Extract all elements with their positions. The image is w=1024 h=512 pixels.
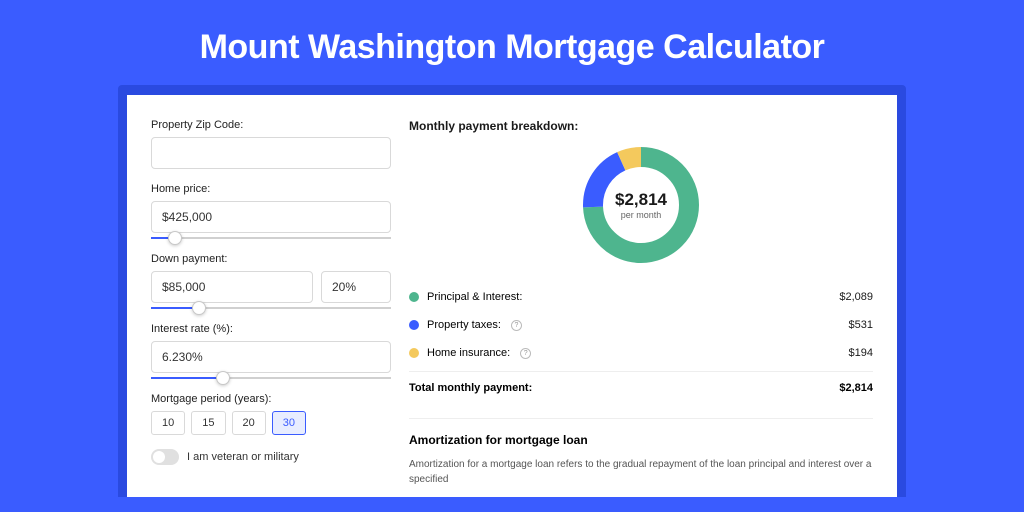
line-items: Principal & Interest: $2,089 Property taxe…: [409, 283, 873, 367]
down-payment-slider[interactable]: [151, 307, 391, 309]
page-title: Mount Washington Mortgage Calculator: [0, 28, 1024, 67]
line-item-label: Property taxes:: [427, 319, 501, 331]
interest-rate-slider[interactable]: [151, 377, 391, 379]
legend-dot: [409, 292, 419, 302]
breakdown-column: Monthly payment breakdown: $2,814 per mo…: [409, 119, 873, 487]
breakdown-title: Monthly payment breakdown:: [409, 119, 873, 133]
legend-dot: [409, 348, 419, 358]
home-price-slider[interactable]: [151, 237, 391, 239]
period-buttons: 1015 2030: [151, 411, 391, 435]
line-item-value: $531: [849, 319, 873, 331]
period-button-20[interactable]: 20: [232, 411, 266, 435]
donut-chart: $2,814 per month: [409, 145, 873, 265]
line-item-value: $194: [849, 347, 873, 359]
line-item-label: Home insurance:: [427, 347, 510, 359]
home-price-input[interactable]: [151, 201, 391, 233]
total-row: Total monthly payment: $2,814: [409, 371, 873, 404]
slider-thumb[interactable]: [216, 371, 230, 385]
veteran-label: I am veteran or military: [187, 451, 299, 463]
zip-field: Property Zip Code:: [151, 119, 391, 169]
line-item: Principal & Interest: $2,089: [409, 283, 873, 311]
mortgage-period-label: Mortgage period (years):: [151, 393, 391, 405]
card-shadow: Property Zip Code: Home price: Down paym…: [118, 85, 906, 497]
period-button-10[interactable]: 10: [151, 411, 185, 435]
zip-label: Property Zip Code:: [151, 119, 391, 131]
mortgage-period-field: Mortgage period (years): 1015 2030: [151, 393, 391, 435]
amortization-section: Amortization for mortgage loan Amortizat…: [409, 418, 873, 487]
down-payment-input[interactable]: [151, 271, 313, 303]
donut-amount: $2,814: [615, 190, 667, 210]
slider-thumb[interactable]: [168, 231, 182, 245]
hero: Mount Washington Mortgage Calculator: [0, 0, 1024, 85]
zip-input[interactable]: [151, 137, 391, 169]
period-button-15[interactable]: 15: [191, 411, 225, 435]
donut-center: $2,814 per month: [581, 145, 701, 265]
veteran-row: I am veteran or military: [151, 449, 391, 465]
interest-rate-field: Interest rate (%):: [151, 323, 391, 379]
line-item: Home insurance:? $194: [409, 339, 873, 367]
info-icon[interactable]: ?: [520, 348, 531, 359]
down-payment-pct-input[interactable]: [321, 271, 391, 303]
total-label: Total monthly payment:: [409, 382, 532, 394]
amortization-text: Amortization for a mortgage loan refers …: [409, 457, 873, 487]
down-payment-field: Down payment:: [151, 253, 391, 309]
home-price-label: Home price:: [151, 183, 391, 195]
home-price-field: Home price:: [151, 183, 391, 239]
legend-dot: [409, 320, 419, 330]
donut-sub: per month: [621, 210, 662, 220]
amortization-title: Amortization for mortgage loan: [409, 433, 873, 447]
period-button-30[interactable]: 30: [272, 411, 306, 435]
line-item-value: $2,089: [839, 291, 873, 303]
interest-rate-label: Interest rate (%):: [151, 323, 391, 335]
veteran-toggle[interactable]: [151, 449, 179, 465]
line-item: Property taxes:? $531: [409, 311, 873, 339]
line-item-label: Principal & Interest:: [427, 291, 522, 303]
total-value: $2,814: [839, 382, 873, 394]
info-icon[interactable]: ?: [511, 320, 522, 331]
calculator-card: Property Zip Code: Home price: Down paym…: [127, 95, 897, 497]
down-payment-label: Down payment:: [151, 253, 391, 265]
interest-rate-input[interactable]: [151, 341, 391, 373]
slider-thumb[interactable]: [192, 301, 206, 315]
form-column: Property Zip Code: Home price: Down paym…: [151, 119, 391, 487]
